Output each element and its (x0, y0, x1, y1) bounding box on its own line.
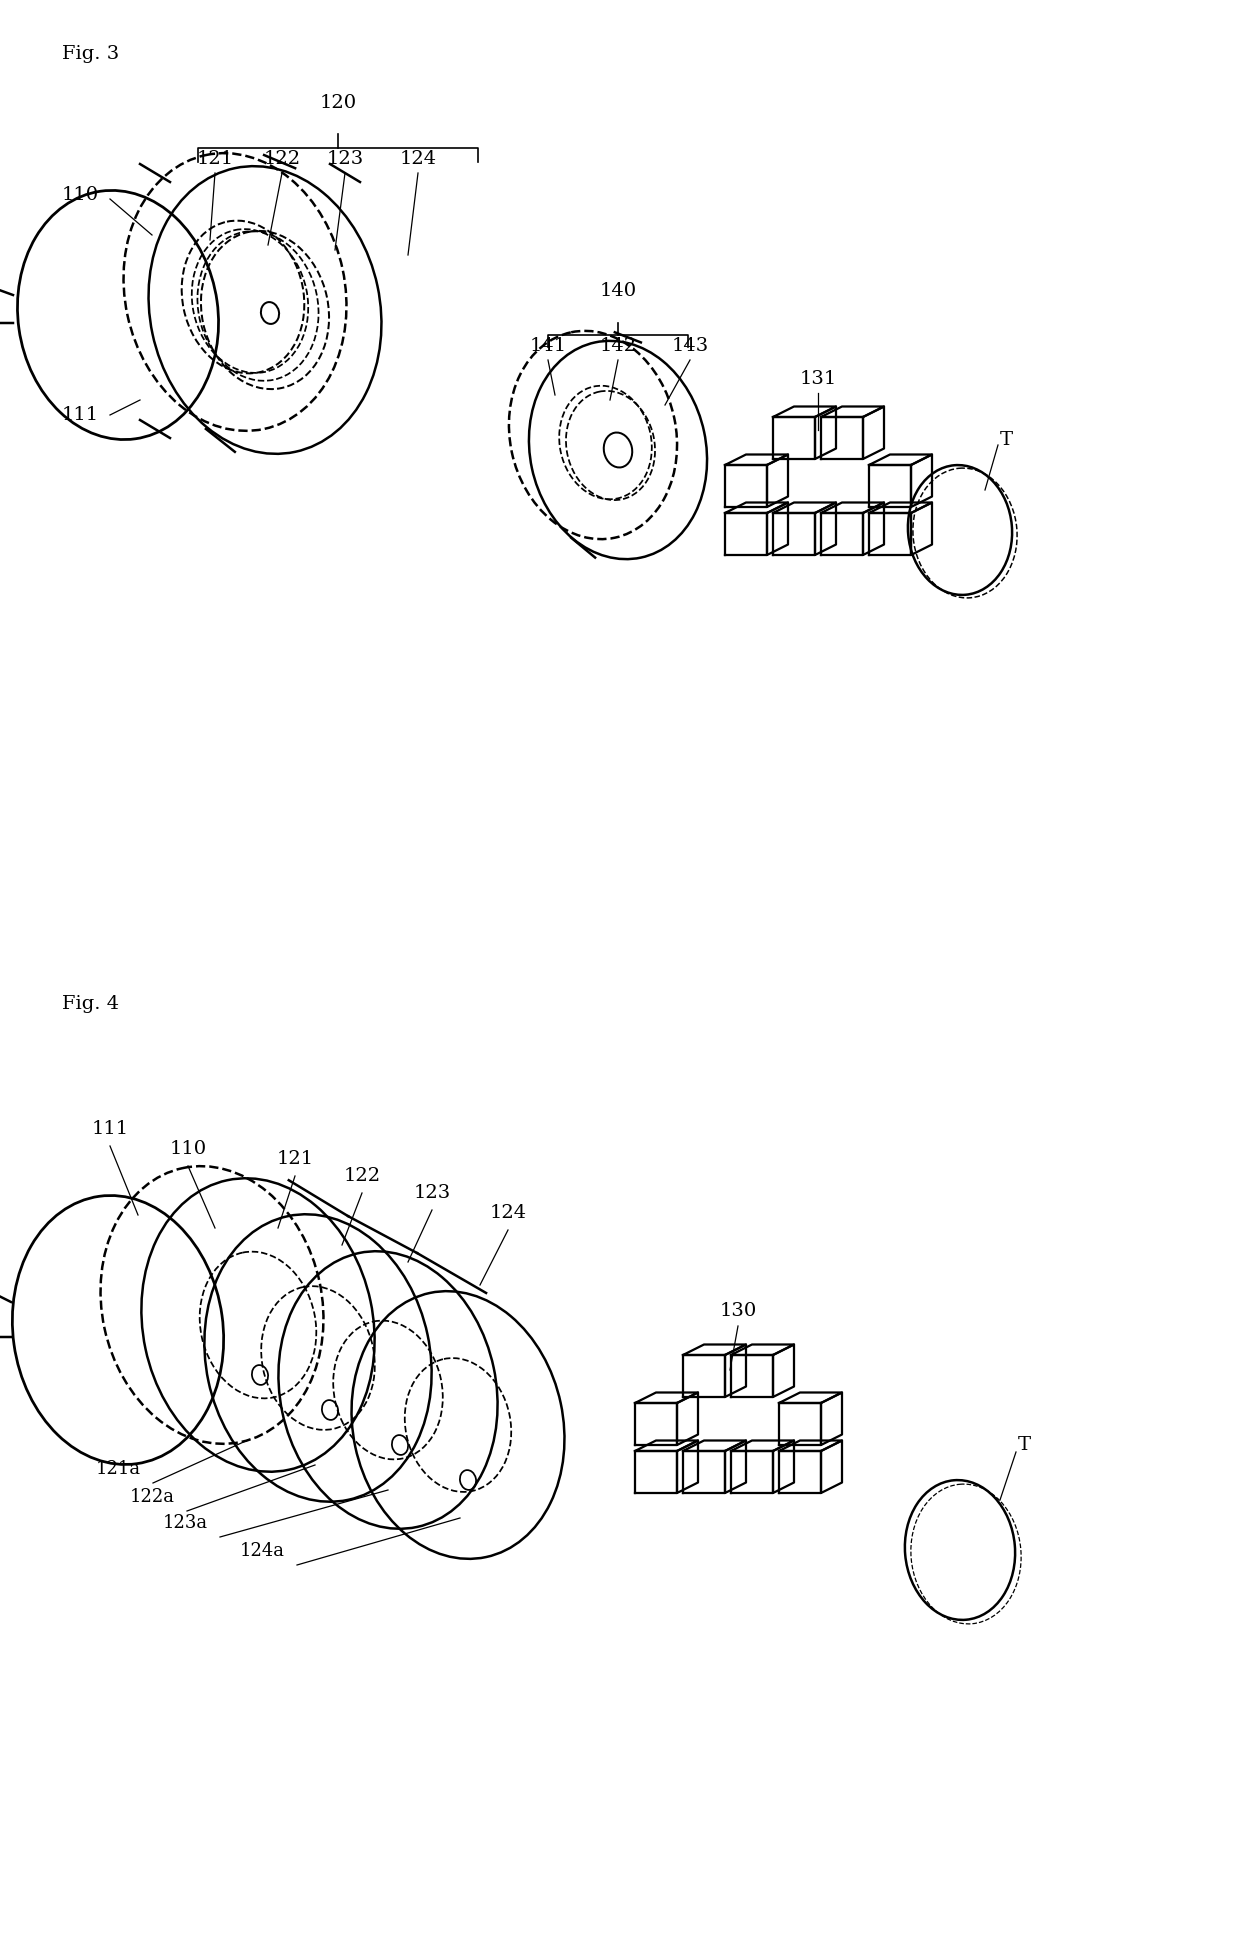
Text: 122: 122 (263, 150, 300, 167)
Text: 123: 123 (413, 1183, 450, 1203)
Text: 142: 142 (599, 336, 636, 356)
Text: 121: 121 (196, 150, 233, 167)
Text: Fig. 3: Fig. 3 (62, 45, 119, 62)
Text: 111: 111 (92, 1119, 129, 1139)
Text: T: T (1018, 1436, 1032, 1453)
Text: Fig. 4: Fig. 4 (62, 995, 119, 1012)
Text: T: T (999, 431, 1013, 449)
Text: 111: 111 (62, 406, 99, 424)
Text: 124a: 124a (239, 1543, 284, 1560)
Text: 123: 123 (326, 150, 363, 167)
Text: 143: 143 (671, 336, 708, 356)
Text: 110: 110 (62, 187, 99, 204)
Text: 124: 124 (399, 150, 436, 167)
Text: 121a: 121a (95, 1459, 140, 1479)
Text: 110: 110 (170, 1141, 207, 1158)
Text: 141: 141 (529, 336, 567, 356)
Text: 131: 131 (800, 369, 837, 389)
Text: 121: 121 (277, 1150, 314, 1168)
Text: 130: 130 (719, 1302, 756, 1319)
Text: 122a: 122a (129, 1488, 175, 1506)
Text: 124: 124 (490, 1205, 527, 1222)
Text: 122: 122 (343, 1168, 381, 1185)
Text: 123a: 123a (162, 1514, 207, 1531)
Text: 140: 140 (599, 282, 636, 299)
Text: 120: 120 (320, 93, 357, 113)
